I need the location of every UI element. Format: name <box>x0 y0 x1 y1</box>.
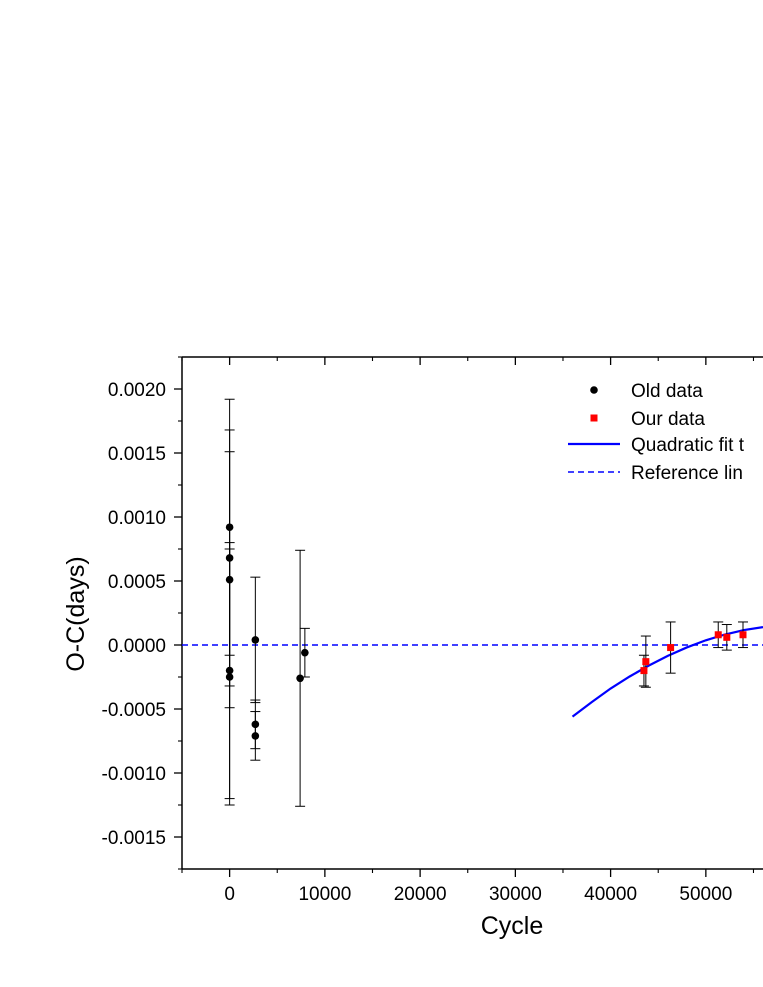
y-tick-label: 0.0005 <box>108 572 166 593</box>
old-data-point <box>301 648 309 657</box>
legend-label: Old data <box>631 381 703 402</box>
y-tick-label: -0.0010 <box>102 764 166 785</box>
our-data-point <box>714 631 722 639</box>
y-tick-label: 0.0010 <box>108 508 166 529</box>
quadratic-fit-line <box>571 625 763 718</box>
y-axis-title: O-C(days) <box>62 556 90 671</box>
old-data-point <box>225 554 234 562</box>
old-data-point <box>225 523 234 532</box>
our-data-point <box>723 633 731 641</box>
our-data-point <box>640 667 648 675</box>
plot-area <box>182 398 763 807</box>
old-data-point <box>251 636 260 644</box>
y-tick-label: -0.0015 <box>102 828 166 849</box>
old-data-point <box>251 720 260 729</box>
our-data-point <box>739 631 747 639</box>
legend-old-data-marker <box>590 386 598 394</box>
x-tick-label: 10000 <box>298 884 351 905</box>
y-tick-label: -0.0005 <box>102 700 166 721</box>
x-tick-label: 50000 <box>679 884 732 905</box>
our-data-point <box>642 658 650 666</box>
old-data-point <box>296 674 304 683</box>
x-tick-label: 30000 <box>489 884 542 905</box>
our-data-point <box>667 644 675 652</box>
x-tick-label: 40000 <box>584 884 637 905</box>
legend-our-data-marker <box>590 414 598 422</box>
old-data-point <box>225 673 234 681</box>
legend-label: Reference lin <box>631 463 743 484</box>
legend: Old data Our data Quadratic fit t Reference… <box>568 381 745 484</box>
axes: 0 10000 20000 30000 40000 50000 0.0020 0.0015 0.… <box>102 356 763 905</box>
x-tick-label: 0 <box>224 884 235 905</box>
x-axis-title: Cycle <box>481 912 544 940</box>
old-data-point <box>225 666 234 675</box>
y-tick-label: 0.0015 <box>108 444 166 465</box>
old-data-point <box>225 575 234 584</box>
y-tick-label: 0.0000 <box>108 636 166 657</box>
y-tick-label: 0.0020 <box>108 380 166 401</box>
old-data-point <box>251 732 260 740</box>
legend-label: Our data <box>631 409 705 430</box>
legend-label: Quadratic fit t <box>631 435 745 456</box>
x-tick-label: 20000 <box>394 884 447 905</box>
